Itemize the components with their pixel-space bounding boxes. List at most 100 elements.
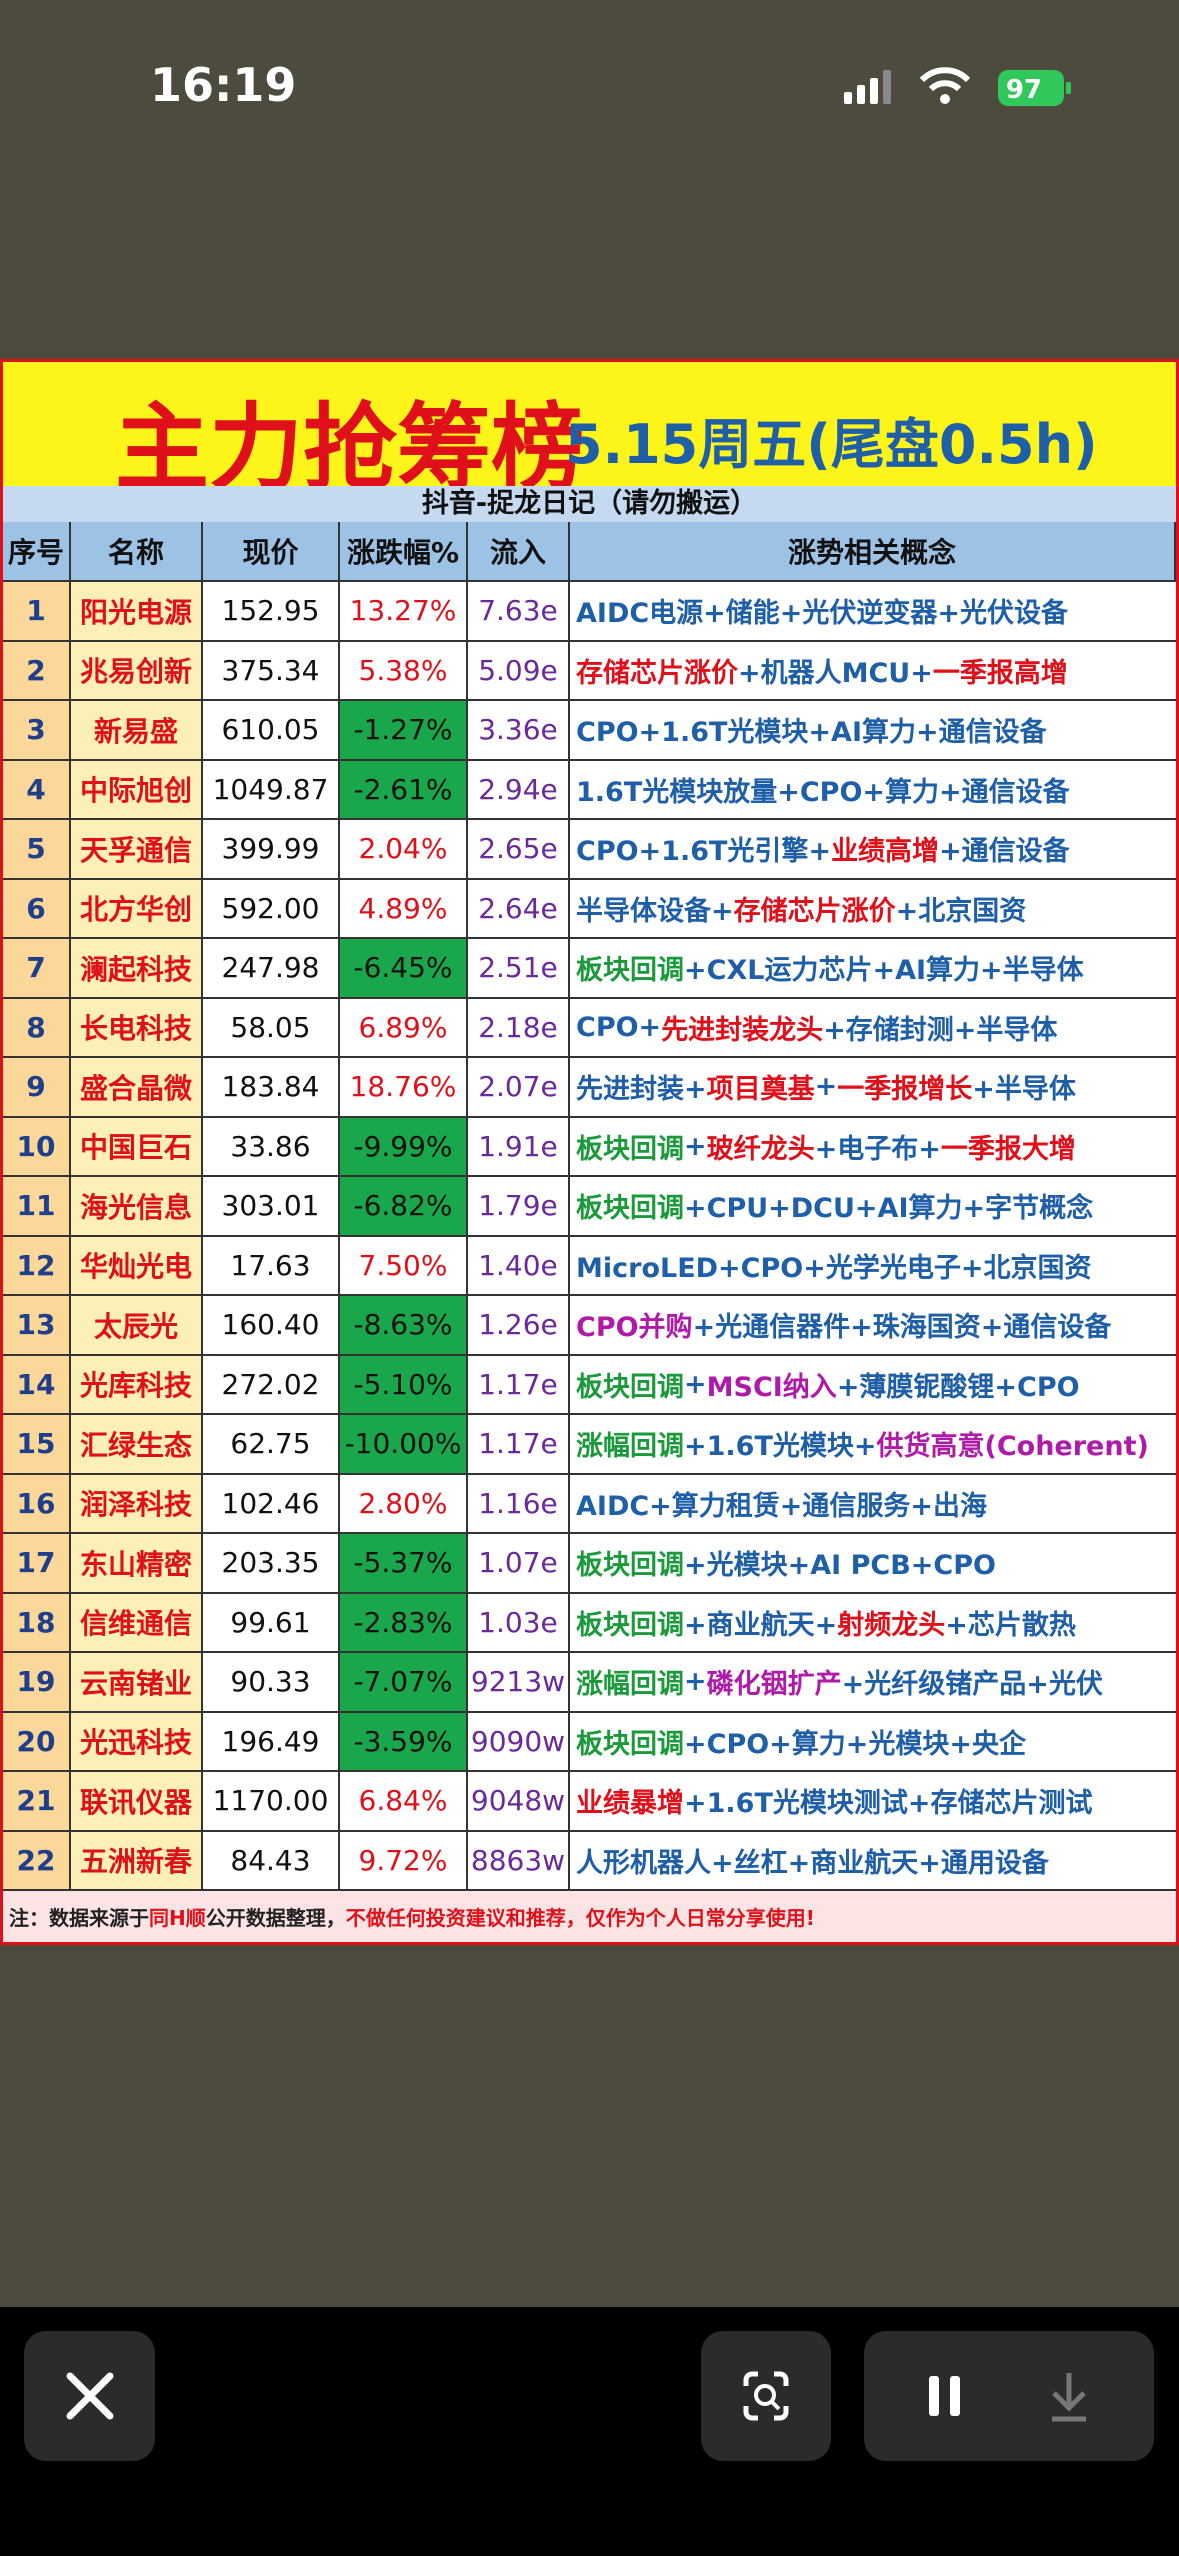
rank: 12	[3, 1236, 71, 1294]
price: 610.05	[203, 701, 340, 759]
note-part: 不做任何投资建议和推荐，仅作为个人日常分享使用!	[345, 1906, 815, 1930]
concepts: CPO并购 +光通信器件+珠海国资+通信设备	[570, 1296, 1176, 1354]
concepts: AIDC+算力租赁+通信服务+出海	[570, 1475, 1176, 1533]
inflow: 2.64e	[468, 879, 570, 937]
stock-name: 海光信息	[71, 1177, 203, 1235]
close-icon	[66, 2372, 114, 2420]
change: -6.82%	[340, 1177, 468, 1235]
concepts: 涨幅回调 +1.6T光模块+ 供货高意(Coherent)	[570, 1415, 1176, 1473]
price: 58.05	[203, 998, 340, 1056]
table-row: 5 天孚通信 399.99 2.04% 2.65e CPO+1.6T光引擎+ 业绩高增 +通信…	[3, 820, 1176, 880]
concept-part: +光模块+AI PCB+CPO	[684, 1550, 996, 1582]
concept-part: +CXL运力芯片+AI算力+半导体	[684, 955, 1084, 987]
status-icons: 97	[844, 67, 1071, 106]
note-part: 同H顺	[149, 1906, 206, 1930]
table-row: 18 信维通信 99.61 -2.83% 1.03e 板块回调 +商业航天+ 射频龙头 +芯片散…	[3, 1593, 1176, 1653]
inflow: 2.18e	[468, 998, 570, 1056]
inflow: 1.26e	[468, 1296, 570, 1354]
stock-name: 北方华创	[71, 879, 203, 937]
concept-part: 板块回调	[576, 1193, 684, 1225]
stock-name: 云南锗业	[71, 1653, 203, 1711]
concept-part: +1.6T光模块测试+存储芯片测试	[684, 1788, 1093, 1820]
concepts: 板块回调 + MSCI纳入 +薄膜铌酸锂+CPO	[570, 1356, 1176, 1414]
rank: 3	[3, 701, 71, 759]
rank: 1	[3, 582, 71, 640]
table-row: 17 东山精密 203.35 -5.37% 1.07e 板块回调 +光模块+AI PCB+C…	[3, 1534, 1176, 1594]
inflow: 1.16e	[468, 1474, 570, 1532]
concept-part: 板块回调	[576, 1728, 684, 1760]
concepts: 涨幅回调 + 磷化铟扩产 +光纤级锗产品+光伏	[570, 1653, 1176, 1711]
table-row: 8 长电科技 58.05 6.89% 2.18e CPO+ 先进封装龙头 +存储封测+半导体	[3, 998, 1176, 1058]
concept-part: 先进封装龙头	[661, 1014, 824, 1046]
concept-part: MSCI纳入	[706, 1371, 837, 1403]
change: 13.27%	[340, 582, 468, 640]
concept-part: 涨幅回调	[576, 1669, 684, 1701]
table-row: 22 五洲新春 84.43 9.72% 8863w 人形机器人+丝杠+商业航天+通用设备	[3, 1831, 1176, 1891]
concept-part: +通信设备	[939, 836, 1070, 868]
concepts: CPO+ 先进封装龙头 +存储封测+半导体	[570, 999, 1176, 1057]
source: 抖音-捉龙日记（请勿搬运）	[3, 486, 1176, 522]
media-controls	[864, 2331, 1154, 2461]
concept-part: 一季报大增	[940, 1133, 1076, 1165]
concept-part: CPO+	[576, 1011, 662, 1043]
inflow: 3.36e	[468, 701, 570, 759]
rank: 7	[3, 939, 71, 997]
table-row: 11 海光信息 303.01 -6.82% 1.79e 板块回调 +CPU+DCU+AI算力…	[3, 1177, 1176, 1237]
table-row: 3 新易盛 610.05 -1.27% 3.36e CPO+1.6T光模块+AI算力+通信…	[3, 701, 1176, 761]
concepts: 人形机器人+丝杠+商业航天+通用设备	[570, 1832, 1176, 1890]
price: 247.98	[203, 939, 340, 997]
concepts: 存储芯片涨价 +机器人MCU+ 一季报高增	[570, 642, 1176, 700]
concept-part: 项目奠基	[706, 1074, 815, 1106]
rank: 21	[3, 1772, 71, 1830]
price: 183.84	[203, 1058, 340, 1116]
inflow: 1.17e	[468, 1355, 570, 1413]
concept-part: 射频龙头	[837, 1609, 946, 1641]
concepts: 板块回调 +CPO+算力+光模块+央企	[570, 1713, 1176, 1771]
rank: 8	[3, 998, 71, 1056]
table-row: 2 兆易创新 375.34 5.38% 5.09e 存储芯片涨价 +机器人MCU+ 一季报高增	[3, 641, 1176, 701]
change: -2.61%	[340, 760, 468, 818]
concepts: 1.6T光模块放量+CPO+算力+通信设备	[570, 761, 1176, 819]
concept-part: 板块回调	[576, 955, 684, 987]
concept-part: 板块回调	[576, 1133, 684, 1165]
concepts: AIDC电源+储能+光伏逆变器+光伏设备	[570, 582, 1176, 640]
stock-name: 中国巨石	[71, 1117, 203, 1175]
table-row: 14 光库科技 272.02 -5.10% 1.17e 板块回调 + MSCI纳入 +薄膜铌酸锂…	[3, 1355, 1176, 1415]
concept-part: +芯片散热	[945, 1609, 1076, 1641]
concept-part: 人形机器人+丝杠+商业航天+通用设备	[576, 1847, 1049, 1879]
table-row: 13 太辰光 160.40 -8.63% 1.26e CPO并购 +光通信器件+珠海国资+通…	[3, 1296, 1176, 1356]
table-row: 20 光迅科技 196.49 -3.59% 9090w 板块回调 +CPO+算力+光模块+央…	[3, 1712, 1176, 1772]
stock-name: 联讯仪器	[71, 1772, 203, 1830]
change: -5.37%	[340, 1534, 468, 1592]
note: 注：数据来源于同H顺公开数据整理，不做任何投资建议和推荐，仅作为个人日常分享使用…	[3, 1891, 1176, 1942]
change: 2.80%	[340, 1474, 468, 1532]
change: 2.04%	[340, 820, 468, 878]
rank: 15	[3, 1415, 71, 1473]
concepts: 板块回调 +商业航天+ 射频龙头 +芯片散热	[570, 1594, 1176, 1652]
rank: 4	[3, 760, 71, 818]
table-row: 7 澜起科技 247.98 -6.45% 2.51e 板块回调 +CXL运力芯片+AI算力+…	[3, 939, 1176, 999]
stock-name: 光迅科技	[71, 1712, 203, 1770]
price: 196.49	[203, 1712, 340, 1770]
change: 7.50%	[340, 1236, 468, 1294]
inflow: 1.91e	[468, 1117, 570, 1175]
inflow: 7.63e	[468, 582, 570, 640]
rank: 16	[3, 1474, 71, 1532]
scan-icon	[743, 2371, 789, 2421]
close-button[interactable]	[24, 2331, 155, 2461]
change: -7.07%	[340, 1653, 468, 1711]
ranking-image: 主力抢筹榜 5.15周五(尾盘0.5h) 抖音-捉龙日记（请勿搬运） 序号 名称现…	[0, 359, 1179, 1945]
concept-part: 板块回调	[576, 1371, 684, 1403]
stock-name: 天孚通信	[71, 820, 203, 878]
scan-button[interactable]	[701, 2331, 831, 2461]
stock-name: 中际旭创	[71, 760, 203, 818]
rank: 20	[3, 1712, 71, 1770]
concept-part: AIDC+算力租赁+通信服务+出海	[576, 1490, 988, 1522]
change: -3.59%	[340, 1712, 468, 1770]
media-icons[interactable]	[864, 2331, 1154, 2461]
change: 6.89%	[340, 998, 468, 1056]
change: 18.76%	[340, 1058, 468, 1116]
rank: 6	[3, 879, 71, 937]
price: 99.61	[203, 1593, 340, 1651]
table-row: 4 中际旭创 1049.87 -2.61% 2.94e 1.6T光模块放量+CPO+算力+…	[3, 760, 1176, 820]
